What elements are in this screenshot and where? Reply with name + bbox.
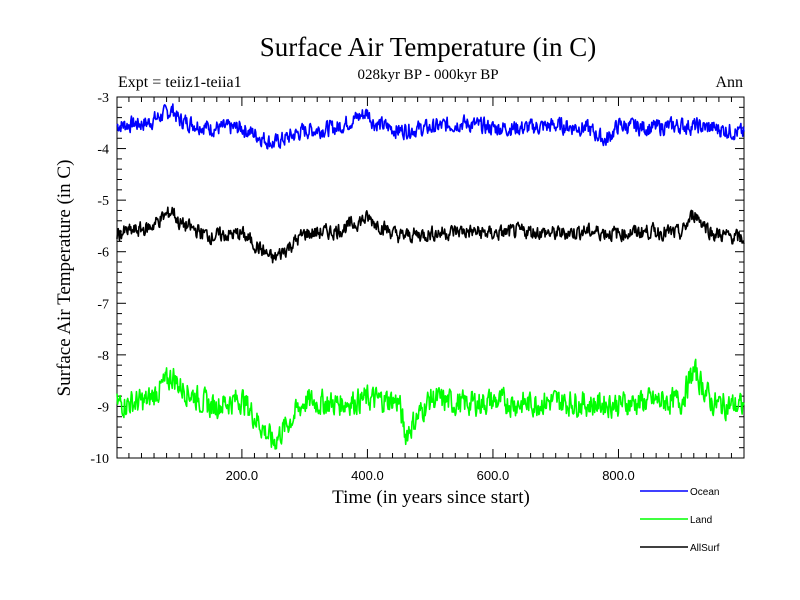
experiment-label: Expt = teiiz1-teiia1 — [118, 74, 242, 91]
y-tick-label: -4 — [97, 143, 109, 158]
x-tick-label: 800.0 — [602, 468, 635, 483]
legend-label-land: Land — [690, 515, 712, 526]
y-tick-label: -5 — [97, 194, 109, 209]
y-tick-label: -7 — [97, 297, 109, 312]
season-label: Ann — [715, 74, 743, 91]
series-line-land — [116, 358, 745, 450]
y-axis-label: Surface Air Temperature (in C) — [54, 160, 75, 397]
legend: Ocean Land AllSurf — [640, 487, 720, 554]
chart-title: Surface Air Temperature (in C) — [260, 32, 597, 62]
tick-labels: -3 -4 -5 -6 -7 -8 -9 -10 200.0 400.0 600.0 800.0 — [90, 91, 634, 483]
y-tick-label: -8 — [97, 349, 109, 364]
x-tick-label: 200.0 — [226, 468, 259, 483]
x-tick-label: 600.0 — [477, 468, 510, 483]
y-tick-label: -9 — [97, 400, 109, 415]
y-tick-label: -6 — [97, 246, 109, 261]
series-line-allsurf — [116, 206, 745, 264]
chart-subtitle: 028kyr BP - 000kyr BP — [357, 67, 498, 83]
legend-label-ocean: Ocean — [690, 487, 719, 498]
y-tick-label: -10 — [90, 452, 109, 467]
x-tick-label: 400.0 — [351, 468, 384, 483]
series-lines — [116, 103, 745, 450]
y-tick-label: -3 — [97, 91, 109, 106]
x-axis-label: Time (in years since start) — [332, 487, 530, 508]
legend-label-allsurf: AllSurf — [690, 543, 720, 554]
series-line-ocean — [116, 103, 745, 150]
